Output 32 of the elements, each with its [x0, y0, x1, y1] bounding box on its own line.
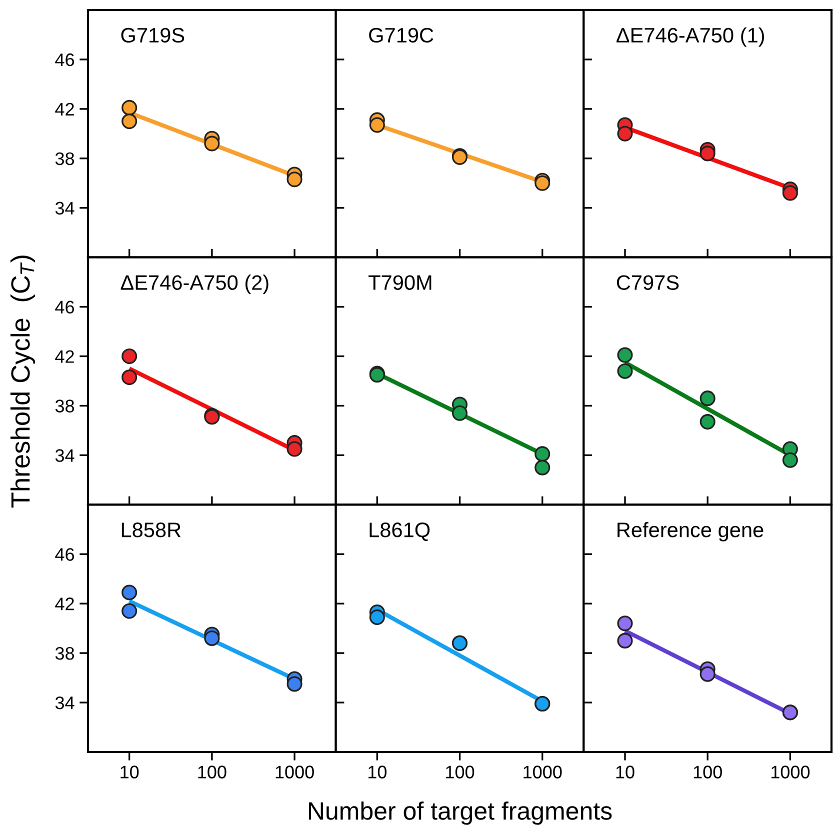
y-tick-label: 42 [55, 598, 74, 610]
y-tick-label: 34 [55, 696, 74, 710]
x-tick-label: 10 [120, 766, 139, 778]
text: L858R [122, 522, 181, 538]
y-tick-label: 38 [55, 647, 74, 660]
x-tick-label: 1000 [276, 766, 314, 778]
y-tick-label: 46 [55, 548, 74, 561]
x-tick-label: 100 [694, 766, 722, 778]
x-axis-title: Number of target fragments [308, 801, 612, 825]
text: Reference gene [618, 522, 764, 542]
text: C797S [616, 275, 679, 290]
text: ΔE746-A750 (1) [616, 27, 764, 47]
y-axis-title: Threshold Cycle (C$_{T}$) [10, 256, 36, 508]
x-tick-label: 10 [368, 766, 386, 778]
text: T790M [368, 275, 432, 290]
x-tick-label: 10 [616, 766, 634, 778]
x-tick-label: 100 [446, 766, 474, 778]
y-tick-label: 46 [55, 53, 74, 66]
x-tick-label: 1000 [524, 766, 562, 778]
x-tick-label: 1000 [771, 766, 810, 778]
y-tick-label: 34 [55, 202, 74, 215]
y-tick-label: 42 [55, 102, 74, 116]
text: G719C [369, 28, 434, 43]
text: G719S [121, 28, 184, 43]
x-tick-label: 100 [198, 766, 226, 778]
y-tick-label: 42 [55, 350, 74, 363]
y-tick-label: 38 [55, 400, 74, 412]
y-tick-label: 38 [55, 152, 74, 166]
text: L861Q [370, 522, 430, 542]
y-tick-label: 46 [55, 300, 74, 314]
y-tick-label: 34 [55, 449, 74, 462]
text: ΔE746-A750 (2) [120, 274, 268, 294]
